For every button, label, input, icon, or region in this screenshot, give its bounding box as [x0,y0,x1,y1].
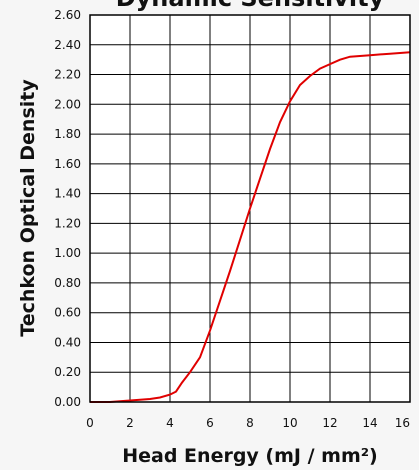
y-tick-label: 2.00 [54,97,81,111]
y-tick-label: 0.60 [54,306,81,320]
y-axis-title: Techkon Optical Density [17,79,39,337]
x-axis-title: Head Energy (mJ / mm²) [122,445,378,467]
x-tick-label: 2 [126,416,134,430]
y-tick-label: 2.20 [54,68,81,82]
y-tick-label: 0.20 [54,365,81,379]
y-tick-label: 1.80 [54,127,81,141]
y-tick-label: 2.40 [54,38,81,52]
x-tick-label: 0 [86,416,94,430]
y-tick-label: 0.80 [54,276,81,290]
y-tick-label: 2.60 [54,8,81,22]
chart-title: Dynamic Sensitivity [116,0,385,12]
x-tick-label: 12 [322,416,337,430]
x-tick-label: 4 [166,416,174,430]
x-tick-label: 10 [282,416,297,430]
x-tick-label: 14 [362,416,377,430]
y-tick-label: 1.00 [54,246,81,260]
y-tick-label: 1.60 [54,157,81,171]
y-tick-label: 0.40 [54,335,81,349]
y-tick-label: 1.20 [54,216,81,230]
y-tick-label: 0.00 [54,395,81,409]
y-tick-label: 1.40 [54,187,81,201]
x-tick-label: 8 [246,416,254,430]
x-tick-label: 6 [206,416,214,430]
y-tick-labels: 0.00 0.20 0.40 0.60 0.80 1.00 1.20 1.40 1.60 1.80… [54,8,81,409]
plot-border [89,14,411,403]
x-tick-labels: 0 2 4 6 8 10 12 14 16 [86,416,410,430]
x-tick-label: 16 [395,416,410,430]
series-line [90,51,411,403]
